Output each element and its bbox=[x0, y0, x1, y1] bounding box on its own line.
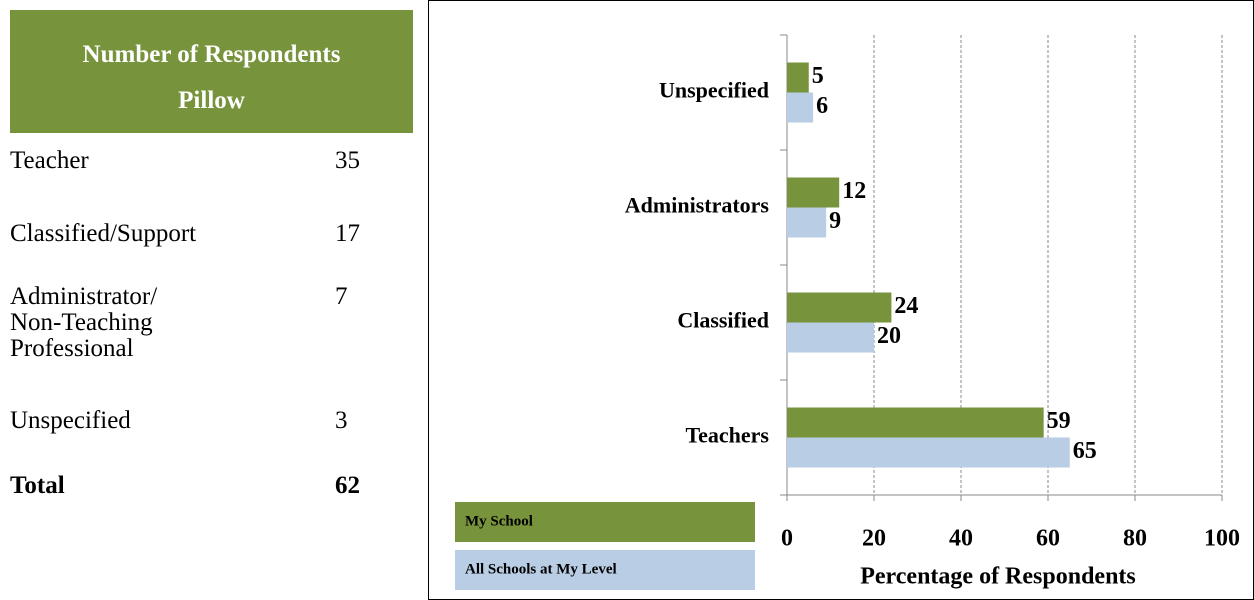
row-value: 35 bbox=[335, 147, 360, 174]
y-tick-label: Administrators bbox=[625, 193, 770, 218]
row-value: 62 bbox=[335, 472, 360, 499]
y-tick-label: Unspecified bbox=[659, 78, 769, 103]
legend-label: All Schools at My Level bbox=[465, 561, 617, 577]
table-header: Number of Respondents Pillow bbox=[10, 10, 413, 133]
bar bbox=[787, 207, 827, 238]
x-tick-label: 60 bbox=[1036, 526, 1060, 552]
row-label: Unspecified bbox=[10, 407, 131, 434]
value-label: 5 bbox=[812, 63, 824, 89]
value-label: 12 bbox=[842, 178, 866, 204]
value-label: 9 bbox=[829, 208, 841, 234]
bar bbox=[787, 407, 1044, 438]
row-value: 3 bbox=[335, 407, 348, 434]
row-label: Total bbox=[10, 472, 65, 499]
x-tick-label: 20 bbox=[862, 526, 886, 552]
x-axis-title: Percentage of Respondents bbox=[860, 564, 1136, 590]
legend-swatch bbox=[455, 550, 755, 590]
value-label: 24 bbox=[894, 293, 918, 319]
bar bbox=[787, 437, 1070, 468]
row-value: 17 bbox=[335, 220, 360, 247]
value-label: 59 bbox=[1047, 408, 1071, 434]
y-tick-label: Classified bbox=[677, 308, 769, 333]
value-label: 20 bbox=[877, 323, 901, 349]
chart: 0 20 40 60 80 100 Percentage of Respondents Uns… bbox=[428, 0, 1254, 600]
bar bbox=[787, 177, 840, 208]
legend-label: My School bbox=[465, 513, 533, 529]
value-label: 6 bbox=[816, 93, 828, 119]
x-tick-label: 100 bbox=[1204, 526, 1240, 552]
row-label: Administrator/ Non-Teaching Professional bbox=[10, 283, 158, 362]
x-tick-label: 0 bbox=[781, 526, 793, 552]
value-label: 65 bbox=[1073, 438, 1097, 464]
row-value: 7 bbox=[335, 283, 348, 310]
bar bbox=[787, 322, 874, 353]
y-tick-label: Teachers bbox=[685, 423, 769, 448]
legend-swatch bbox=[455, 502, 755, 542]
x-tick-label: 40 bbox=[949, 526, 973, 552]
row-label: Classified/Support bbox=[10, 220, 197, 247]
bar bbox=[787, 292, 892, 323]
respondents-table: Number of Respondents Pillow Teacher 35 Cl… bbox=[10, 10, 413, 499]
x-tick-label: 80 bbox=[1123, 526, 1147, 552]
row-label: Teacher bbox=[10, 147, 89, 174]
bar bbox=[787, 62, 809, 93]
bar bbox=[787, 92, 814, 123]
